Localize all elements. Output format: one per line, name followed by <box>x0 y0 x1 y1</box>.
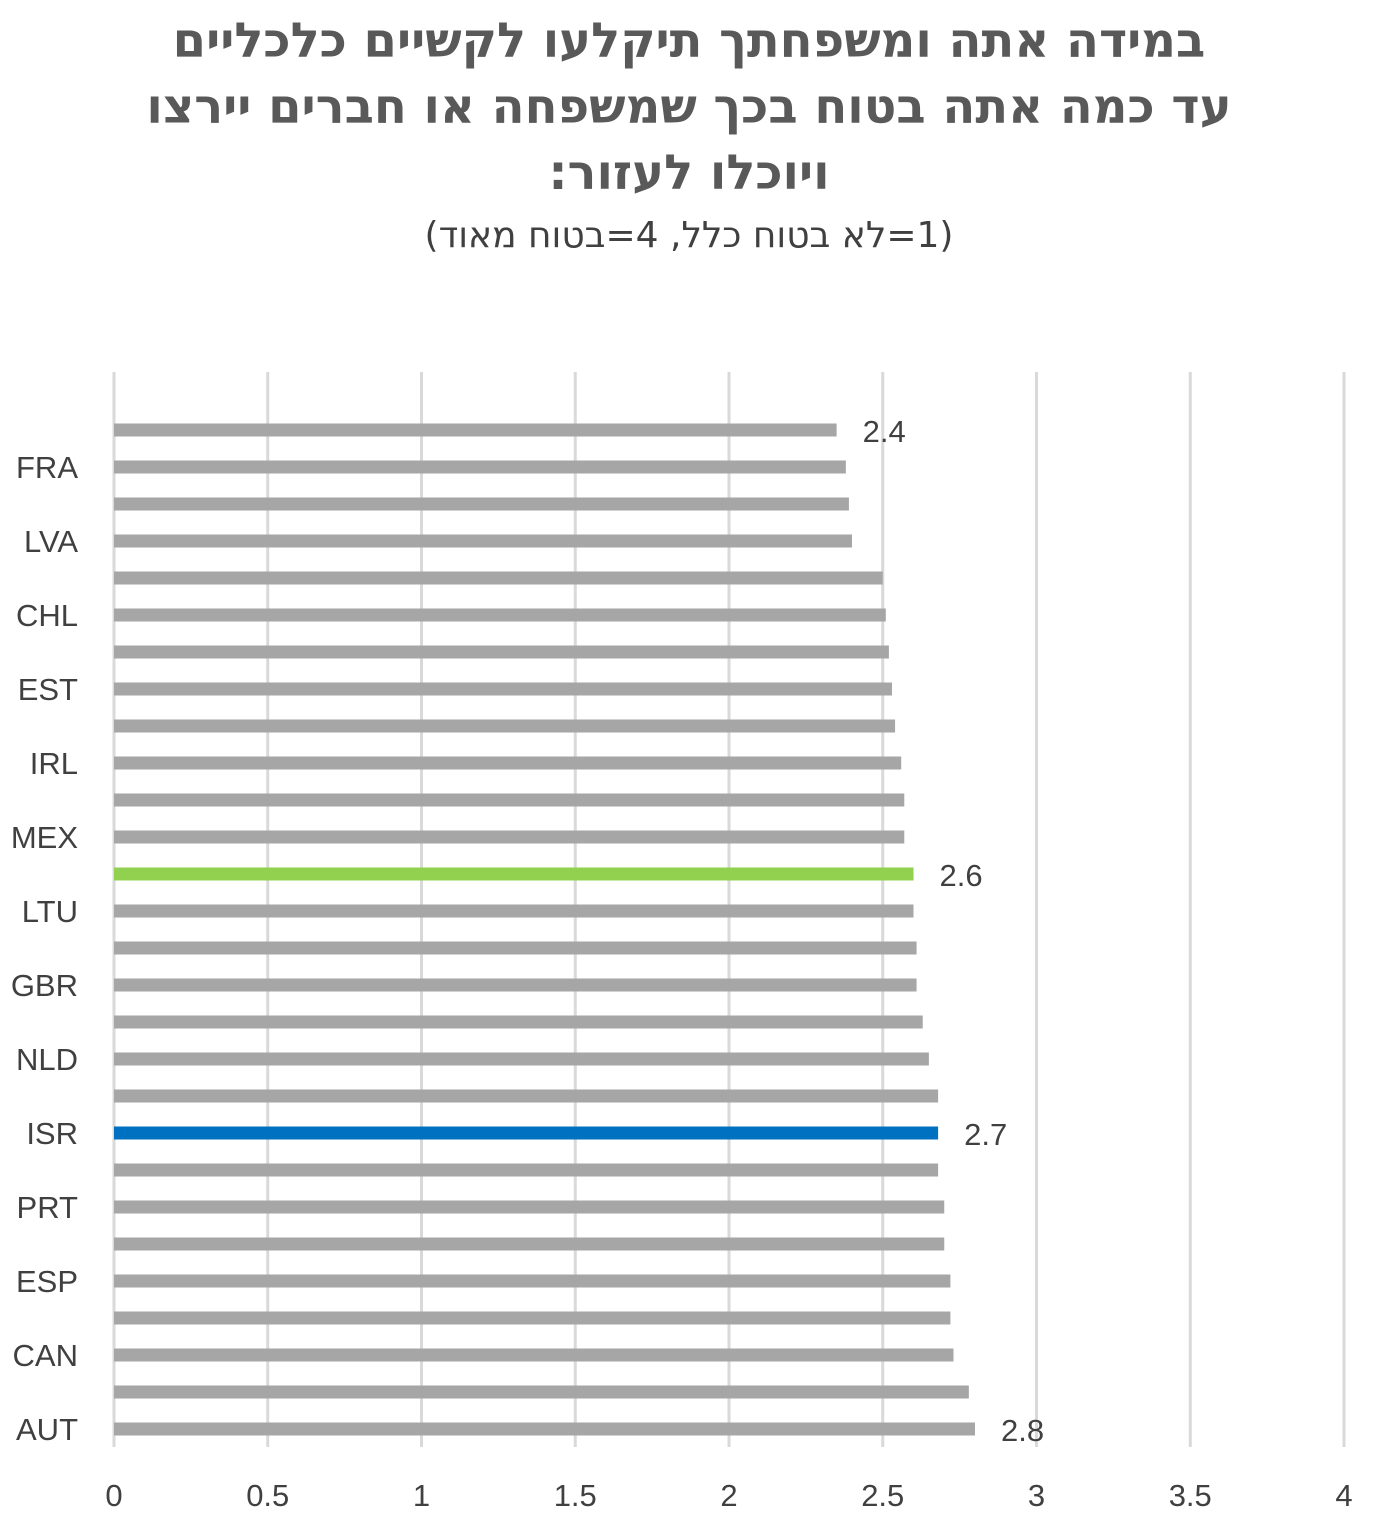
bar <box>114 1015 923 1029</box>
x-tick-label: 1.5 <box>554 1478 597 1513</box>
bar <box>114 682 892 696</box>
category-label: PRT <box>17 1190 79 1225</box>
category-label: GBR <box>11 968 78 1003</box>
bar <box>114 608 886 622</box>
bar <box>114 941 917 955</box>
data-label: 2.6 <box>940 858 983 893</box>
bar <box>114 1126 939 1140</box>
category-label: CHL <box>16 598 78 633</box>
x-tick-label: 0.5 <box>246 1478 289 1513</box>
bar <box>114 1089 939 1103</box>
bar <box>114 978 917 992</box>
bar <box>114 830 905 844</box>
chart-title-line-1: במידה אתה ומשפחתך תיקלעו לקשיים כלכליים <box>172 13 1206 69</box>
bar <box>114 756 902 770</box>
data-label: 2.8 <box>1001 1413 1044 1448</box>
bar <box>114 1237 945 1251</box>
category-labels: FRA LVA CHL EST IRL MEX LTU GBR NLD ISR PRT ESP CAN A… <box>11 450 79 1447</box>
bar <box>114 1200 945 1214</box>
bar <box>114 1348 954 1362</box>
bar <box>114 571 883 585</box>
x-tick-label: 0 <box>105 1478 122 1513</box>
category-label: CAN <box>13 1338 78 1373</box>
category-label: EST <box>18 672 78 707</box>
category-label: IRL <box>30 746 78 781</box>
category-label: NLD <box>16 1042 78 1077</box>
chart-title-line-2: עד כמה אתה בטוח בכך שמשפחה או חברים יירצ… <box>146 79 1232 135</box>
bar <box>114 460 846 474</box>
bars <box>114 423 975 1436</box>
category-label: MEX <box>11 820 79 855</box>
bar <box>114 867 914 881</box>
bar <box>114 1052 929 1066</box>
data-label: 2.4 <box>863 414 906 449</box>
x-tick-label: 2.5 <box>861 1478 904 1513</box>
bar <box>114 645 889 659</box>
chart-title-block: במידה אתה ומשפחתך תיקלעו לקשיים כלכליים … <box>0 8 1378 258</box>
category-label: AUT <box>16 1412 78 1447</box>
x-tick-label: 2 <box>720 1478 737 1513</box>
category-label: ESP <box>16 1264 78 1299</box>
x-tick-label: 4 <box>1335 1478 1352 1513</box>
category-label: ISR <box>26 1116 78 1151</box>
chart-subtitle: (1=לא בטוח כלל, 4=בטוח מאוד) <box>424 215 954 256</box>
bar <box>114 1422 975 1436</box>
bar <box>114 1385 969 1399</box>
x-tick-label: 3 <box>1028 1478 1045 1513</box>
chart-title-line-3: ויוכלו לעזור: <box>548 145 830 201</box>
category-label: LVA <box>24 524 78 559</box>
bar <box>114 1274 951 1288</box>
category-label: FRA <box>16 450 78 485</box>
bar <box>114 534 852 548</box>
category-label: LTU <box>22 894 78 929</box>
bar <box>114 1163 939 1177</box>
bar <box>114 904 914 918</box>
bar <box>114 1311 951 1325</box>
data-label: 2.7 <box>964 1117 1007 1152</box>
x-tick-label: 1 <box>413 1478 430 1513</box>
data-labels: 2.4 2.6 2.7 2.8 <box>863 414 1044 1448</box>
x-axis-tick-labels: 0 0.5 1 1.5 2 2.5 3 3.5 4 <box>105 1478 1352 1513</box>
bar <box>114 793 905 807</box>
bar <box>114 423 837 437</box>
x-tick-label: 3.5 <box>1169 1478 1212 1513</box>
bar <box>114 719 896 733</box>
bar <box>114 497 849 511</box>
